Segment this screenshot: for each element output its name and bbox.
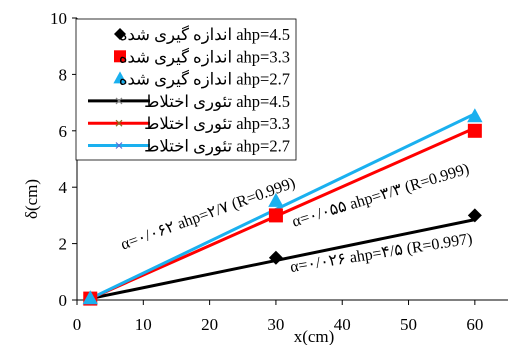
legend-swatch-marker-4 bbox=[115, 97, 123, 105]
measured-point-s2-3 bbox=[467, 123, 482, 138]
legend-label-3: اندازه گیری شده ahp=2.7 bbox=[119, 69, 290, 90]
legend-swatch-marker-6-stroke bbox=[115, 142, 123, 149]
measured-points bbox=[82, 108, 483, 306]
legend-item-6: تئوری اختلاط ahp=2.7 bbox=[88, 137, 290, 157]
y-tick-label: 10 bbox=[50, 9, 67, 28]
measured-point-s3-1 bbox=[82, 290, 98, 305]
x-tick-label: 30 bbox=[267, 315, 284, 334]
legend-label-1: اندازه گیری شده ahp=4.5 bbox=[119, 24, 290, 45]
y-tick-label: 8 bbox=[59, 65, 68, 84]
legend-label-4: تئوری اختلاط ahp=4.5 bbox=[144, 92, 290, 112]
y-tick-label: 6 bbox=[59, 122, 68, 141]
legend-label-2: اندازه گیری شده ahp=3.3 bbox=[119, 46, 290, 67]
theory-line-1 bbox=[89, 218, 476, 301]
x-tick-label: 0 bbox=[73, 315, 82, 334]
x-tick-label: 60 bbox=[466, 315, 483, 334]
legend-swatch-marker-6 bbox=[115, 142, 123, 149]
measured-point-s3-3 bbox=[467, 108, 483, 123]
y-tick-label: 2 bbox=[59, 235, 68, 254]
legend-label-5: تئوری اختلاط ahp=3.3 bbox=[144, 114, 290, 134]
legend-swatch-1 bbox=[114, 28, 126, 40]
legend-box bbox=[75, 18, 297, 161]
x-tick-label: 20 bbox=[201, 315, 218, 334]
measured-point-s3-2 bbox=[268, 192, 284, 207]
legend-item-3: اندازه گیری شده ahp=2.7 bbox=[113, 69, 290, 90]
y-tick-label: 4 bbox=[59, 178, 68, 197]
measured-point-s1-2 bbox=[268, 250, 283, 265]
legend-swatch-marker-5-stroke bbox=[115, 119, 123, 127]
x-axis-label: x(cm) bbox=[294, 327, 335, 345]
legend-item-2: اندازه گیری شده ahp=3.3 bbox=[114, 46, 290, 67]
legend-swatch-marker-5 bbox=[115, 119, 123, 127]
legend-label-6: تئوری اختلاط ahp=2.7 bbox=[144, 137, 290, 157]
y-axis-label: δ(cm) bbox=[22, 179, 41, 219]
measured-point-s1-3 bbox=[467, 208, 482, 223]
legend-item-4: تئوری اختلاط ahp=4.5 bbox=[88, 92, 290, 112]
x-tick-label: 10 bbox=[135, 315, 152, 334]
legend-item-5: تئوری اختلاط ahp=3.3 bbox=[88, 114, 290, 134]
legend-swatch-2 bbox=[114, 50, 126, 63]
legend-swatch-3 bbox=[113, 71, 127, 84]
x-tick-label: 40 bbox=[334, 315, 351, 334]
legend-item-1: اندازه گیری شده ahp=4.5 bbox=[114, 24, 290, 45]
measured-point-s2-2 bbox=[268, 208, 283, 223]
x-tick-label: 50 bbox=[400, 315, 417, 334]
legend-swatch-marker-4-stroke bbox=[115, 97, 123, 105]
axis-ticks: 0 10 20 30 40 50 60 0 2 4 6 8 10 bbox=[50, 9, 483, 334]
y-tick-label: 0 bbox=[59, 291, 68, 310]
